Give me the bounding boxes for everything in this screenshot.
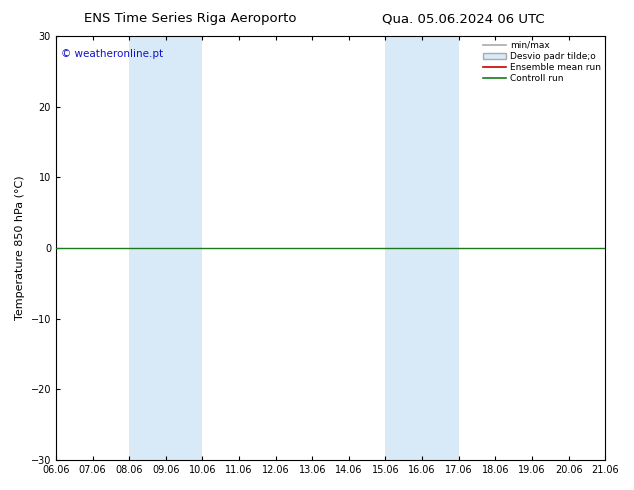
Y-axis label: Temperature 850 hPa (°C): Temperature 850 hPa (°C) [15, 176, 25, 320]
Legend: min/max, Desvio padr tilde;o, Ensemble mean run, Controll run: min/max, Desvio padr tilde;o, Ensemble m… [482, 39, 602, 85]
Bar [129, 36, 202, 460]
Bar [385, 36, 459, 460]
Text: Qua. 05.06.2024 06 UTC: Qua. 05.06.2024 06 UTC [382, 12, 544, 25]
Text: © weatheronline.pt: © weatheronline.pt [61, 49, 164, 59]
Text: ENS Time Series Riga Aeroporto: ENS Time Series Riga Aeroporto [84, 12, 297, 25]
